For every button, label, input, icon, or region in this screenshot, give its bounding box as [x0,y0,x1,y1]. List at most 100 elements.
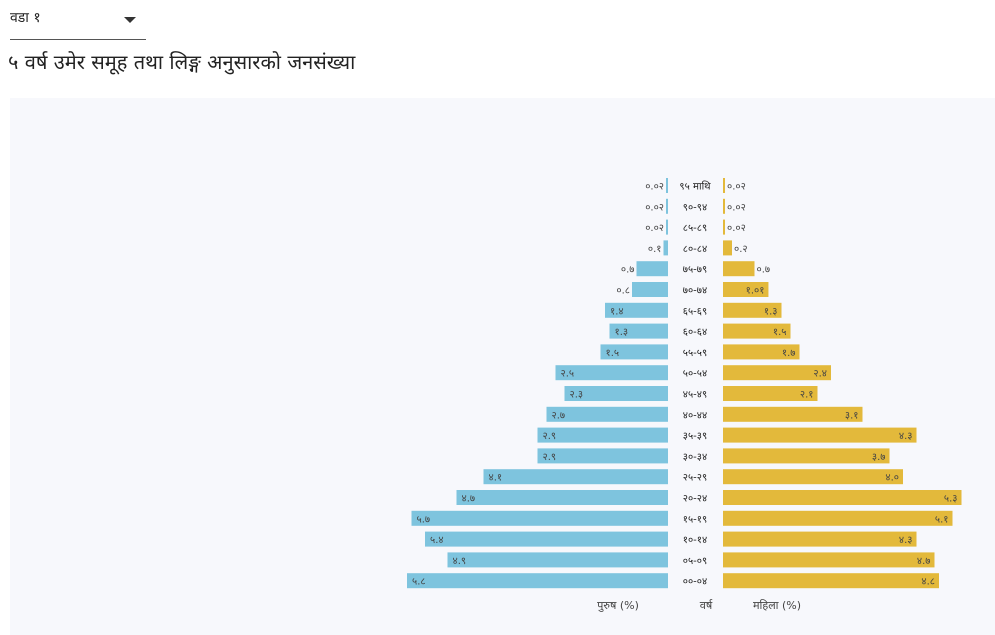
female-bar [723,344,800,360]
age-group-label: २०-२४ [683,494,707,505]
male-bar [609,323,668,339]
male-bar-label: २.३ [570,390,584,401]
female-bar-label: ५.३ [944,494,958,505]
female-bar-label: ०.०२ [727,202,746,213]
center-axis-label: वर्ष [700,599,713,612]
female-bar [723,531,917,547]
female-bar-label: ४.८ [921,577,935,588]
male-bar [425,531,668,547]
female-bar-label: १.०१ [746,286,765,297]
female-bar-label: २.१ [800,390,814,401]
male-bar [411,510,668,526]
chart-panel: ०.०२ ०.०२ ९५ माथि ०.०२ ०.०२ ९०-९४ ०.०२ ०.०२ ८५-८… [10,98,995,635]
female-bar-label: ४.० [885,473,899,484]
age-group-label: १५-१९ [683,514,707,525]
male-bar [447,552,668,568]
age-group-label: ६०-६४ [683,327,707,338]
age-group-label: १०-१४ [683,535,707,546]
female-bar [723,240,732,256]
population-pyramid-chart: ०.०२ ०.०२ ९५ माथि ०.०२ ०.०२ ९०-९४ ०.०२ ०.०२ ८५-८… [407,178,962,612]
male-bar-label: ५.४ [430,535,444,546]
age-group-label: ६५-६९ [683,306,707,317]
male-bar-label: १.३ [615,327,629,338]
age-group-label: ४०-४४ [683,410,707,421]
age-group-label: ५०-५४ [683,369,707,380]
male-bar [663,240,668,256]
female-bar [723,490,962,505]
male-bar-label: २.९ [543,431,557,442]
female-bar [723,510,953,526]
male-bar-label: ४.९ [453,556,467,567]
male-bar [537,427,668,443]
female-bar-label: ०.०२ [727,223,746,234]
male-bar-label: ५.७ [417,514,431,525]
male-bar [564,386,668,401]
male-bar [600,344,668,360]
male-bar-label: १.४ [610,306,624,317]
male-bar [483,469,668,485]
age-group-label: ९५ माथि [679,181,711,193]
chevron-down-icon [124,17,136,23]
female-bar [723,552,935,568]
age-group-label: ८०-८४ [683,244,707,255]
female-bar-label: १.३ [764,306,778,317]
age-group-label: ५५-५९ [683,348,707,359]
male-bar [666,198,668,214]
female-bar-label: ०.०२ [727,182,746,193]
female-bar [723,219,725,235]
female-bar [723,573,939,589]
female-bar [723,448,890,464]
male-bar-label: ४.७ [462,494,476,505]
age-group-label: ७५-७९ [683,265,707,276]
female-bar [723,365,831,381]
male-bar-label: २.९ [543,452,557,463]
male-bar [407,573,668,589]
male-bar [632,282,668,297]
female-bar-label: १.७ [782,348,796,359]
female-bar [723,427,917,443]
age-group-label: ७०-७४ [683,286,707,297]
male-bar-label: ०.०२ [645,202,664,213]
age-group-label: ००-०४ [683,577,707,588]
ward-select[interactable]: वडा १ [10,4,146,40]
female-bar [723,406,863,422]
male-axis-label: पुरुष (%) [597,599,639,612]
male-bar-label: ०.८ [616,286,630,297]
male-bar [555,365,668,381]
male-bar [666,178,668,193]
age-group-label: २५-२९ [683,473,707,484]
male-bar-label: २.७ [552,410,566,421]
age-group-label: ९०-९४ [683,202,707,213]
age-group-label: ८५-८९ [683,223,707,234]
age-group-label: ४५-४९ [683,390,707,401]
female-bar [723,386,818,401]
male-bar-label: ४.१ [489,473,503,484]
female-bar-label: ५.१ [935,514,949,525]
male-bar-label: २.५ [561,369,575,380]
female-bar-label: ०.२ [734,244,748,255]
female-bar-label: १.५ [773,327,787,338]
female-bar-label: ३.१ [845,410,859,421]
age-group-label: ३०-३४ [683,452,707,463]
male-bar-label: ०.०२ [645,223,664,234]
female-bar [723,261,755,277]
ward-select-value: वडा १ [10,10,41,26]
female-bar [723,282,769,297]
male-bar [546,406,668,422]
female-bar [723,178,725,193]
male-bar [456,490,668,505]
page-title: ५ वर्ष उमेर समूह तथा लिङ्ग अनुसारको जनसं… [8,50,356,74]
female-bar [723,198,725,214]
female-bar-label: २.४ [813,369,827,380]
male-bar [636,261,668,277]
female-bar [723,469,903,485]
female-bar [723,302,782,318]
male-bar-label: १.५ [606,348,620,359]
female-bar-label: ४.३ [899,535,913,546]
age-group-label: ३५-३९ [683,431,707,442]
male-bar-label: ५.८ [412,577,426,588]
male-bar-label: ०.७ [621,265,635,276]
age-group-label: ०५-०९ [683,556,707,567]
male-bar-label: ०.०२ [645,182,664,193]
male-bar-label: ०.१ [648,244,662,255]
